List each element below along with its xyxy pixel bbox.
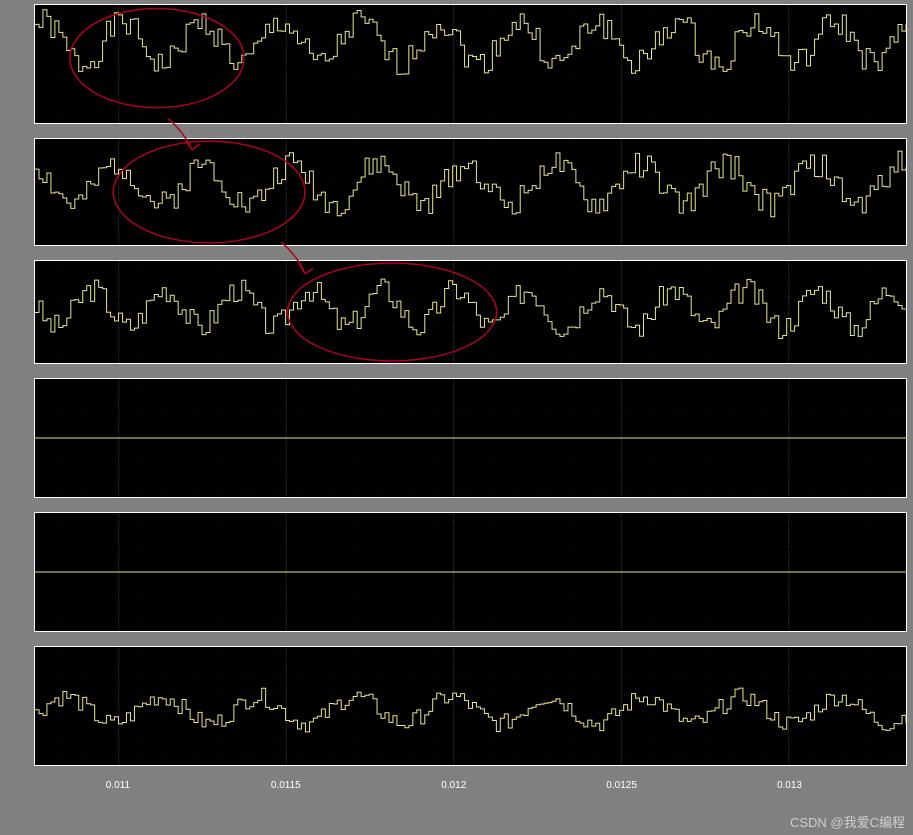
signal-svg [35, 379, 906, 497]
x-tick-label: 0.0125 [606, 780, 637, 791]
plot-area: -101234 [34, 646, 907, 766]
signal-svg [35, 513, 906, 631]
x-tick-label: 0.013 [777, 780, 802, 791]
plot-area: 00.51 [34, 138, 907, 246]
x-tick-label: 0.0115 [271, 780, 301, 791]
x-axis-labels: 0.011 0.0115 0.012 0.0125 0.013 [34, 780, 907, 794]
subplot-sig4: -1-0.500.51 [34, 378, 907, 498]
signal-svg [35, 139, 906, 245]
subplot-sig3: -0.4-0.200.20.40.60.8 [34, 260, 907, 364]
plot-area: -1-0.500.51 [34, 378, 907, 498]
x-tick-label: 0.012 [441, 780, 466, 791]
plot-area: -0.4-0.200.20.40.60.8 [34, 260, 907, 364]
signal-svg [35, 5, 906, 123]
figure: -0.500.51 00.51 -0.4-0.200.20.40.60.8 -1-0.… [0, 0, 913, 800]
plot-area: -0.500.51 [34, 4, 907, 124]
subplot-sig6: -101234 [34, 646, 907, 766]
subplot-sig1: -0.500.51 [34, 4, 907, 124]
x-tick-label: 0.011 [106, 780, 130, 791]
subplot-sig5: -1-0.500.51 [34, 512, 907, 632]
signal-svg [35, 261, 906, 363]
watermark-text: CSDN @我爱C编程 [790, 812, 905, 831]
subplot-sig2: 00.51 [34, 138, 907, 246]
signal-svg [35, 647, 906, 765]
plot-area: -1-0.500.51 [34, 512, 907, 632]
